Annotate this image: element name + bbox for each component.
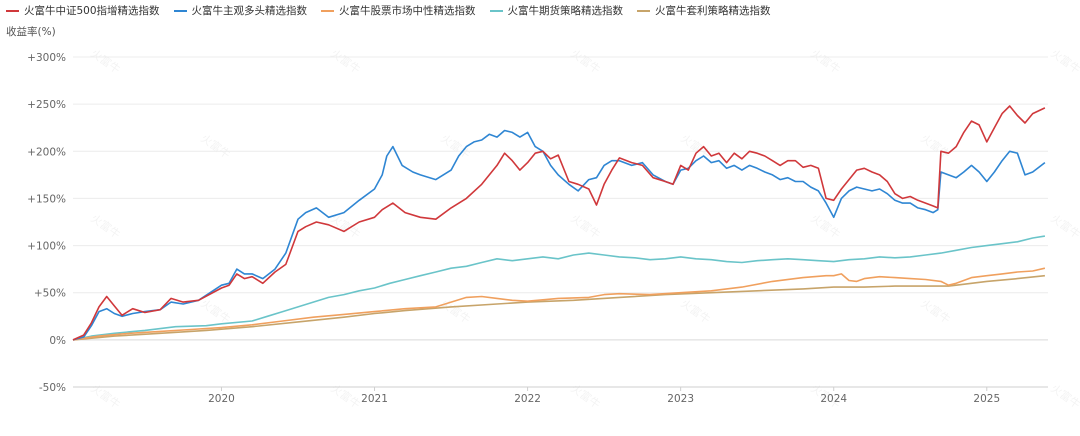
y-tick-label: +100% xyxy=(27,241,66,253)
watermark-text: 火富牛 xyxy=(568,211,603,241)
x-tick-label: 2025 xyxy=(973,393,1000,405)
watermark-text: 火富牛 xyxy=(1048,211,1080,241)
watermark-text: 火富牛 xyxy=(808,211,843,241)
watermark-text: 火富牛 xyxy=(808,46,843,76)
series-line-5[interactable] xyxy=(72,274,1045,341)
series-line-3[interactable] xyxy=(72,267,1046,341)
watermark-text: 火富牛 xyxy=(88,46,123,76)
watermark-text: 火富牛 xyxy=(88,381,123,411)
legend-label-series-3: 火富牛股票市场中性精选指数 xyxy=(339,5,476,17)
watermark-text: 火富牛 xyxy=(678,296,713,326)
watermark-text: 火富牛 xyxy=(1048,46,1080,76)
legend-swatch-series-2 xyxy=(173,9,187,12)
y-axis-title: 收益率(%) xyxy=(6,26,56,38)
watermark-text: 火富牛 xyxy=(198,131,233,161)
legend-swatch-series-3 xyxy=(321,9,335,12)
legend-label-series-1: 火富牛中证500指增精选指数 xyxy=(24,5,160,17)
x-tick-label: 2024 xyxy=(820,393,847,405)
y-tick-label: +300% xyxy=(27,52,66,64)
y-tick-label: -50% xyxy=(39,382,66,394)
watermark-text: 火富牛 xyxy=(198,296,233,326)
legend-swatch-series-5 xyxy=(637,9,651,12)
y-tick-label: +200% xyxy=(27,146,66,158)
series-line-2[interactable] xyxy=(72,129,1046,341)
series-lines xyxy=(72,105,1046,341)
x-tick-label: 2022 xyxy=(514,393,541,405)
x-tick-label: 2023 xyxy=(667,393,694,405)
x-tick-label: 2021 xyxy=(361,393,388,405)
x-axis-ticks: 2020 2021 2022 2023 2024 2025 xyxy=(73,386,1048,405)
watermark-text: 火富牛 xyxy=(918,131,953,161)
y-tick-label: 0% xyxy=(49,335,66,347)
grid-lines xyxy=(73,56,1048,388)
watermark-text: 火富牛 xyxy=(568,381,603,411)
legend-item-series-3[interactable]: 火富牛股票市场中性精选指数 xyxy=(321,3,476,18)
y-tick-label: +150% xyxy=(27,193,66,205)
y-axis-ticks: +300% +250% +200% +150% +100% +50% 0% -50% xyxy=(27,52,66,394)
x-tick-label: 2020 xyxy=(208,393,235,405)
y-tick-label: +50% xyxy=(34,288,66,300)
legend-item-series-2[interactable]: 火富牛主观多头精选指数 xyxy=(173,3,308,18)
watermark-text: 火富牛 xyxy=(678,131,713,161)
y-tick-label: +250% xyxy=(27,99,66,111)
legend-swatch-series-4 xyxy=(489,9,503,12)
legend-label-series-5: 火富牛套利策略精选指数 xyxy=(655,5,771,17)
watermark-text: 火富牛 xyxy=(1048,381,1080,411)
watermark-text: 火富牛 xyxy=(328,46,363,76)
watermark-text: 火富牛 xyxy=(328,381,363,411)
legend-item-series-5[interactable]: 火富牛套利策略精选指数 xyxy=(637,3,771,18)
series-line-4[interactable] xyxy=(72,235,1046,341)
legend-swatch-series-1 xyxy=(6,9,19,12)
legend-label-series-4: 火富牛期货策略精选指数 xyxy=(507,5,624,17)
series-line-1[interactable] xyxy=(72,105,1046,341)
watermark-text: 火富牛 xyxy=(918,296,953,326)
legend-item-series-4[interactable]: 火富牛期货策略精选指数 xyxy=(489,3,624,18)
legend: 火富牛中证500指增精选指数 火富牛主观多头精选指数 火富牛股票市场中性精选指数… xyxy=(6,3,771,18)
watermark-text: 火富牛 xyxy=(88,211,123,241)
legend-item-series-1[interactable]: 火富牛中证500指增精选指数 xyxy=(6,3,160,18)
legend-label-series-2: 火富牛主观多头精选指数 xyxy=(191,5,308,17)
watermark-layer: 火富牛 火富牛 火富牛 火富牛 火富牛火富牛 火富牛 火富牛 火富牛 火富牛火富牛 火富牛 火富牛火… xyxy=(88,46,1080,411)
watermark-text: 火富牛 xyxy=(568,46,603,76)
